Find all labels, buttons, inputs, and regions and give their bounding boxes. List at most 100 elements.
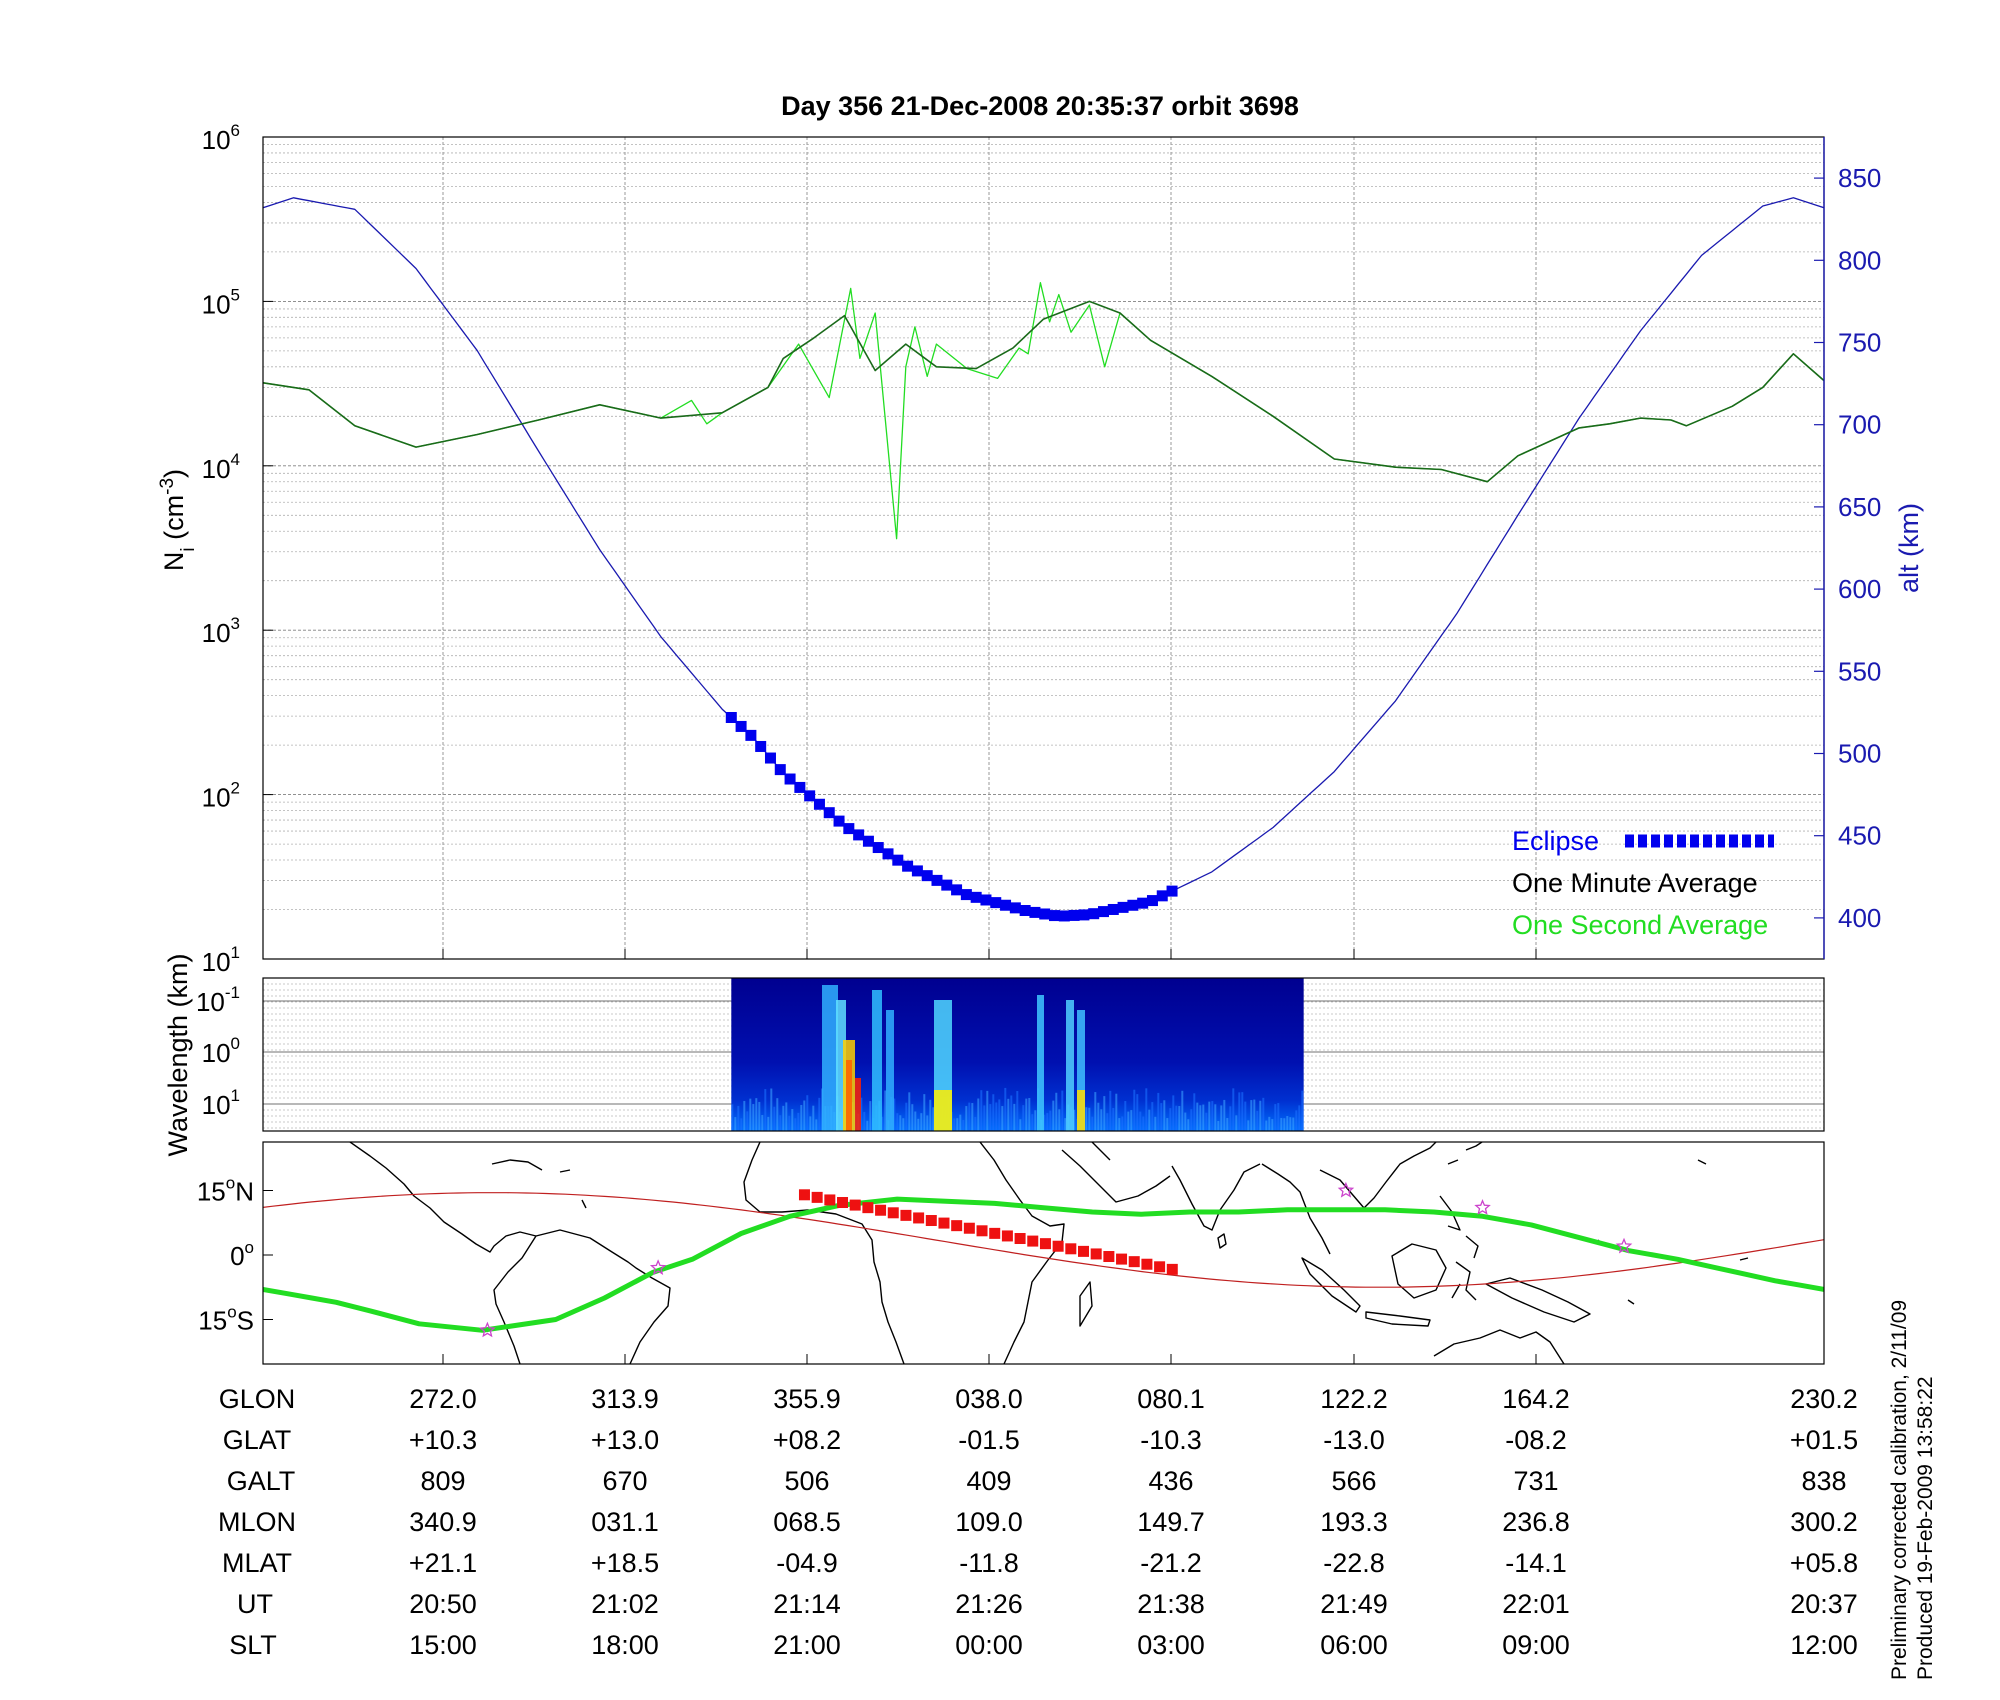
y2-tick-label: 800 (1838, 245, 1881, 275)
spectrogram-striation (1118, 1118, 1121, 1131)
table-cell: 436 (1148, 1466, 1193, 1496)
map-eclipse-marker (1128, 1256, 1140, 1268)
spectrogram-striation (1211, 1101, 1214, 1131)
spectrogram-striation (869, 1101, 872, 1131)
coastline-central-america (349, 1142, 537, 1253)
spectrogram-striation (1160, 1103, 1163, 1131)
spectrogram-striation (1175, 1105, 1178, 1131)
table-cell: 838 (1801, 1466, 1846, 1496)
spectrogram-striation (884, 1090, 887, 1131)
coastline-africa (743, 1142, 1065, 1364)
spectrogram-striation (962, 1119, 965, 1131)
table-cell: 809 (420, 1466, 465, 1496)
table-cell: 122.2 (1320, 1384, 1388, 1414)
star-marker (1615, 1237, 1633, 1254)
map-eclipse-marker (900, 1209, 912, 1221)
eclipse-marker (941, 879, 953, 891)
table-cell: 09:00 (1502, 1630, 1570, 1660)
map-eclipse-marker (824, 1194, 836, 1206)
spectrogram-striation (1091, 1116, 1094, 1131)
spectrogram-burst (1037, 995, 1044, 1131)
spectrogram-striation (917, 1118, 920, 1131)
spectrogram-striation (770, 1088, 773, 1131)
table-cell: 300.2 (1790, 1507, 1858, 1537)
coastline-philippines (1439, 1195, 1479, 1259)
orbit-parameter-table: GLON GLAT GALT MLON MLAT UT SLT 272.0 +10.3 809 34… (218, 1384, 1858, 1660)
spectrogram-striation (776, 1098, 779, 1131)
spectrogram-striation (1154, 1116, 1157, 1131)
map-y-tick-label: 0o (230, 1238, 254, 1271)
spectrogram-striation (1271, 1119, 1274, 1131)
spectrogram-striation (1058, 1109, 1061, 1131)
spectrogram-striation (791, 1109, 794, 1131)
eclipse-marker (1137, 897, 1149, 909)
star-marker (479, 1321, 496, 1338)
right-y-ticks: 400 450 500 550 600 650 700 750 800 850 (1814, 163, 1881, 933)
spectrogram-striation (785, 1102, 788, 1131)
table-cell: 164.2 (1502, 1384, 1570, 1414)
spectrogram-striation (920, 1113, 923, 1131)
spectrogram-striation (809, 1116, 812, 1131)
table-cell: 21:49 (1320, 1589, 1388, 1619)
spectrogram-striation (767, 1116, 770, 1131)
spectrogram-striation (1052, 1100, 1055, 1131)
spectrogram-striation (1010, 1095, 1013, 1131)
spectrogram-striation (1232, 1088, 1235, 1131)
eclipse-marker (1107, 903, 1119, 915)
legend-second-label: One Second Average (1512, 910, 1768, 940)
spectrogram-striation (929, 1099, 932, 1131)
eclipse-marker (872, 842, 884, 854)
table-cell: 236.8 (1502, 1507, 1570, 1537)
eclipse-marker (882, 848, 894, 860)
table-cell: 21:00 (773, 1630, 841, 1660)
map-eclipse-marker (989, 1227, 1001, 1239)
spectrogram-striation (1262, 1097, 1265, 1131)
right-y-axis-label: alt (km) (1894, 503, 1924, 593)
spectrogram-striation (1034, 1110, 1037, 1131)
spectrogram-striation (1277, 1103, 1280, 1131)
map-eclipse-marker (887, 1207, 899, 1219)
coastline-sumatra (1301, 1257, 1361, 1313)
spectrogram-striation (806, 1095, 809, 1131)
chart-title: Day 356 21-Dec-2008 20:35:37 orbit 3698 (781, 91, 1299, 121)
table-cell: +10.3 (409, 1425, 477, 1455)
eclipse-marker (823, 807, 835, 819)
spectrogram-striation (956, 1118, 959, 1131)
spectrogram-y-tick-label: 100 (202, 1034, 240, 1068)
coastline-southeast-asia (1261, 1142, 1437, 1255)
table-row-label: GALT (227, 1466, 296, 1496)
map-eclipse-marker (1065, 1243, 1077, 1255)
spectrogram-striation (1247, 1120, 1250, 1131)
spectrogram-striation (752, 1104, 755, 1131)
table-cell: 670 (602, 1466, 647, 1496)
y2-tick-label: 450 (1838, 821, 1881, 851)
spectrogram-striation (989, 1104, 992, 1131)
map-eclipse-marker (1141, 1258, 1153, 1270)
spectrogram-striation (1097, 1102, 1100, 1131)
y-tick-label: 102 (202, 779, 240, 813)
eclipse-marker (853, 829, 865, 841)
y-tick-label: 103 (202, 614, 240, 648)
spectrogram-striation (1169, 1108, 1172, 1131)
star-marker (649, 1259, 667, 1275)
table-row-label: GLON (219, 1384, 296, 1414)
table-cell: -13.0 (1323, 1425, 1385, 1455)
spectrogram-striation (782, 1105, 785, 1131)
spectrogram-striation (1256, 1110, 1259, 1131)
y2-tick-label: 850 (1838, 163, 1881, 193)
table-cell: -11.8 (959, 1548, 1019, 1578)
spectrogram-striation (1001, 1106, 1004, 1131)
eclipse-marker (990, 897, 1002, 909)
ground-track-map-panel: 15oN 0o 15oS (197, 1141, 1825, 1365)
spectrogram-striation (1283, 1118, 1286, 1131)
spectrogram-striation (1100, 1109, 1103, 1131)
spectrogram-striation (800, 1104, 803, 1131)
spectrogram-striation (1226, 1117, 1229, 1131)
spectrogram-striation (1181, 1090, 1184, 1131)
eclipse-marker (755, 740, 767, 752)
spectrogram-striation (1253, 1099, 1256, 1131)
spectrogram-striation (1148, 1109, 1151, 1131)
map-eclipse-marker (1039, 1238, 1051, 1250)
spectrogram-striation (815, 1119, 818, 1131)
spectrogram-striation (1025, 1098, 1028, 1131)
